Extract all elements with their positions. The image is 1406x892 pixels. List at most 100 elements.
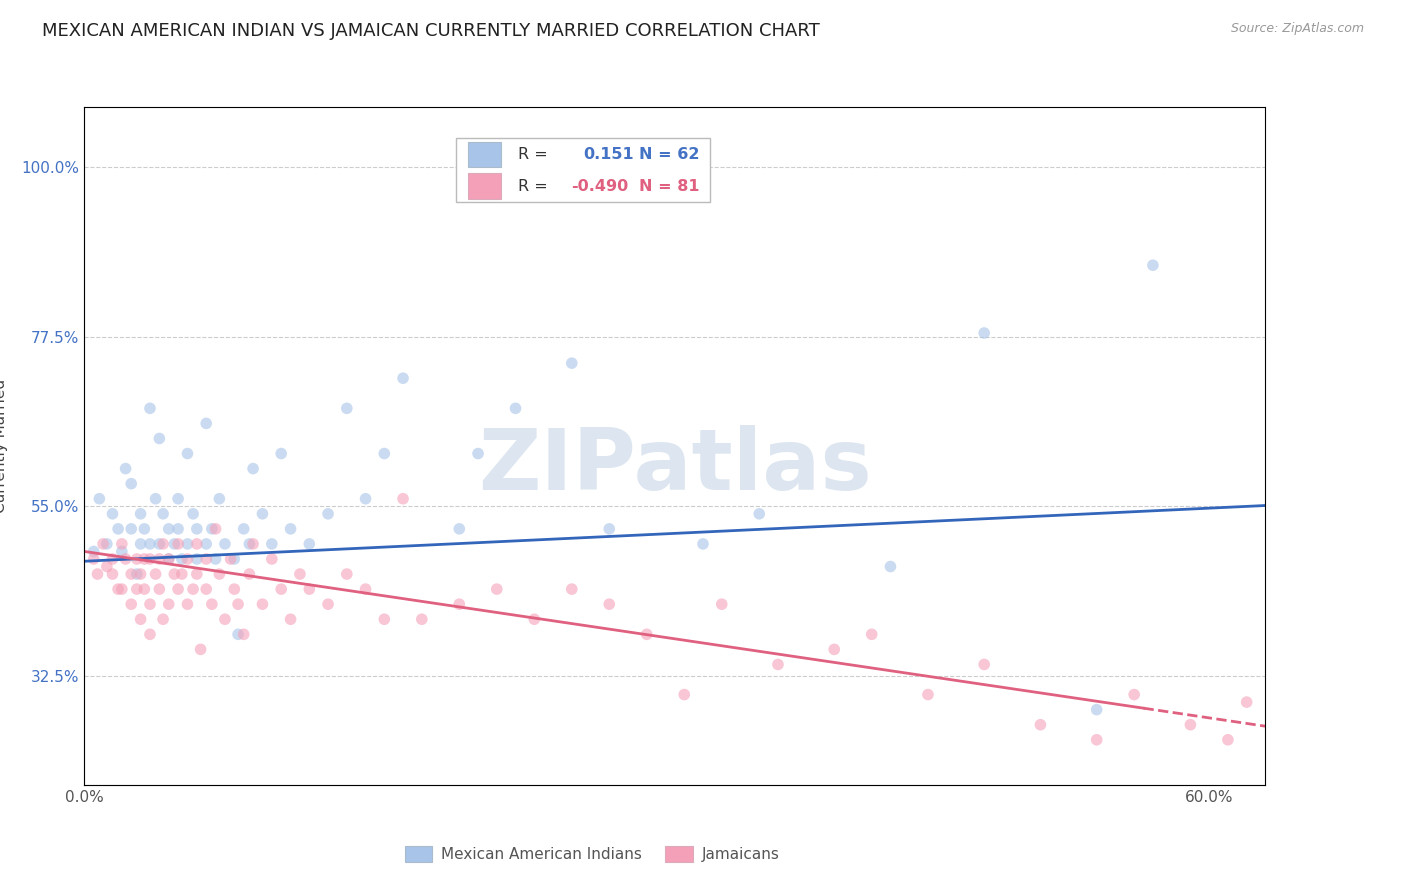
Bar [457, 137, 710, 202]
Point [336, 401, 359, 416]
Point [139, 552, 162, 566]
Point [125, 567, 148, 582]
Point [96, 559, 118, 574]
Point [195, 417, 218, 431]
Point [176, 552, 198, 566]
Point [449, 597, 471, 611]
Text: N = 81: N = 81 [640, 179, 700, 194]
Point [208, 567, 231, 582]
Point [129, 567, 152, 582]
Point [163, 537, 186, 551]
Point [101, 567, 124, 582]
Point [101, 552, 124, 566]
Point [201, 522, 224, 536]
Point [120, 567, 142, 582]
Point [139, 597, 162, 611]
Point [238, 537, 260, 551]
Point [392, 491, 415, 506]
Point [823, 642, 845, 657]
Point [89, 491, 111, 506]
Point [214, 537, 236, 551]
Point [152, 537, 174, 551]
Legend: Mexican American Indians, Jamaicans: Mexican American Indians, Jamaicans [398, 840, 786, 868]
Point [114, 552, 136, 566]
Point [280, 522, 302, 536]
Point [1216, 732, 1239, 747]
Point [973, 657, 995, 672]
Point [226, 627, 249, 641]
Text: R =: R = [517, 179, 547, 194]
Point [91, 537, 114, 551]
Point [298, 537, 321, 551]
Point [298, 582, 321, 596]
Point [145, 491, 167, 506]
Point [1085, 703, 1108, 717]
Point [973, 326, 995, 340]
Point [879, 559, 901, 574]
Text: Source: ZipAtlas.com: Source: ZipAtlas.com [1230, 22, 1364, 36]
Point [1236, 695, 1258, 709]
Y-axis label: Currently Married: Currently Married [0, 379, 7, 513]
Point [467, 446, 489, 460]
Point [673, 688, 696, 702]
Point [152, 612, 174, 626]
Point [636, 627, 658, 641]
Point [449, 522, 471, 536]
Point [120, 522, 142, 536]
Point [204, 522, 226, 536]
Point [111, 537, 134, 551]
Point [242, 537, 264, 551]
Point [129, 612, 152, 626]
Point [917, 688, 939, 702]
Point [167, 491, 190, 506]
Point [148, 582, 170, 596]
Point [270, 446, 292, 460]
Text: ZIPatlas: ZIPatlas [478, 425, 872, 508]
Bar [468, 173, 502, 199]
Point [170, 567, 193, 582]
Point [316, 597, 339, 611]
Point [139, 627, 162, 641]
Point [710, 597, 733, 611]
Point [288, 567, 311, 582]
Point [148, 432, 170, 446]
Point [485, 582, 508, 596]
Point [129, 537, 152, 551]
Point [120, 476, 142, 491]
Point [83, 552, 105, 566]
Point [134, 582, 156, 596]
Point [101, 507, 124, 521]
Point [134, 522, 156, 536]
Point [152, 507, 174, 521]
Point [373, 612, 395, 626]
Point [114, 461, 136, 475]
Point [176, 597, 198, 611]
Point [523, 612, 546, 626]
Point [125, 582, 148, 596]
Text: 0.151: 0.151 [582, 147, 633, 162]
Point [561, 356, 583, 370]
Point [411, 612, 433, 626]
Point [125, 552, 148, 566]
Point [1180, 717, 1202, 731]
Point [208, 491, 231, 506]
Point [252, 597, 274, 611]
Point [1029, 717, 1052, 731]
Point [201, 597, 224, 611]
Point [186, 537, 208, 551]
Point [336, 567, 359, 582]
Point [181, 507, 204, 521]
Point [129, 507, 152, 521]
Point [373, 446, 395, 460]
Point [181, 582, 204, 596]
Point [204, 552, 226, 566]
Point [226, 597, 249, 611]
Point [505, 401, 527, 416]
Point [766, 657, 789, 672]
Point [280, 612, 302, 626]
Point [83, 544, 105, 558]
Point [157, 522, 180, 536]
Point [107, 522, 129, 536]
Point [1085, 732, 1108, 747]
Text: N = 62: N = 62 [640, 147, 700, 162]
